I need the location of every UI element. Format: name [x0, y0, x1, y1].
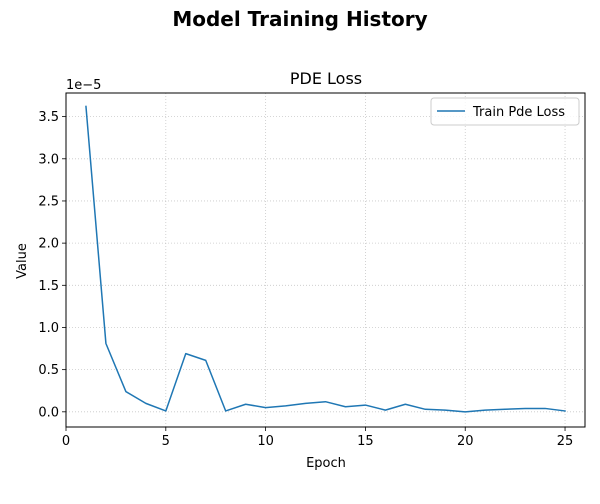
y-tick-label: 1.0	[38, 321, 59, 336]
y-tick-label: 2.0	[38, 237, 59, 252]
y-tick-label: 0.5	[38, 363, 59, 378]
series-line-0	[86, 106, 565, 411]
x-tick-label: 25	[557, 434, 574, 449]
x-axis-label: Epoch	[306, 456, 346, 471]
legend: Train Pde Loss	[431, 98, 579, 125]
x-tick-label: 20	[457, 434, 474, 449]
x-tick-label: 15	[357, 434, 374, 449]
y-tick-label: 3.5	[38, 110, 59, 125]
x-tick-layer: 0 5 10 15 20 25	[62, 427, 573, 449]
series-layer	[86, 106, 565, 411]
grid-layer	[66, 93, 585, 427]
x-tick-label: 0	[62, 434, 70, 449]
chart-suptitle: Model Training History	[172, 7, 427, 31]
y-offset-text: 1e−5	[66, 78, 101, 93]
x-tick-label: 5	[162, 434, 170, 449]
x-tick-label: 10	[257, 434, 274, 449]
y-tick-label: 1.5	[38, 279, 59, 294]
y-tick-label: 3.0	[38, 152, 59, 167]
axes-frame	[66, 93, 585, 427]
legend-label: Train Pde Loss	[472, 105, 565, 120]
chart-title: PDE Loss	[290, 69, 362, 88]
y-tick-layer: 0.0 0.5 1.0 1.5 2.0 2.5 3.0 3.5	[38, 110, 66, 420]
y-axis-label: Value	[15, 243, 30, 279]
y-tick-label: 0.0	[38, 405, 59, 420]
y-tick-label: 2.5	[38, 194, 59, 209]
